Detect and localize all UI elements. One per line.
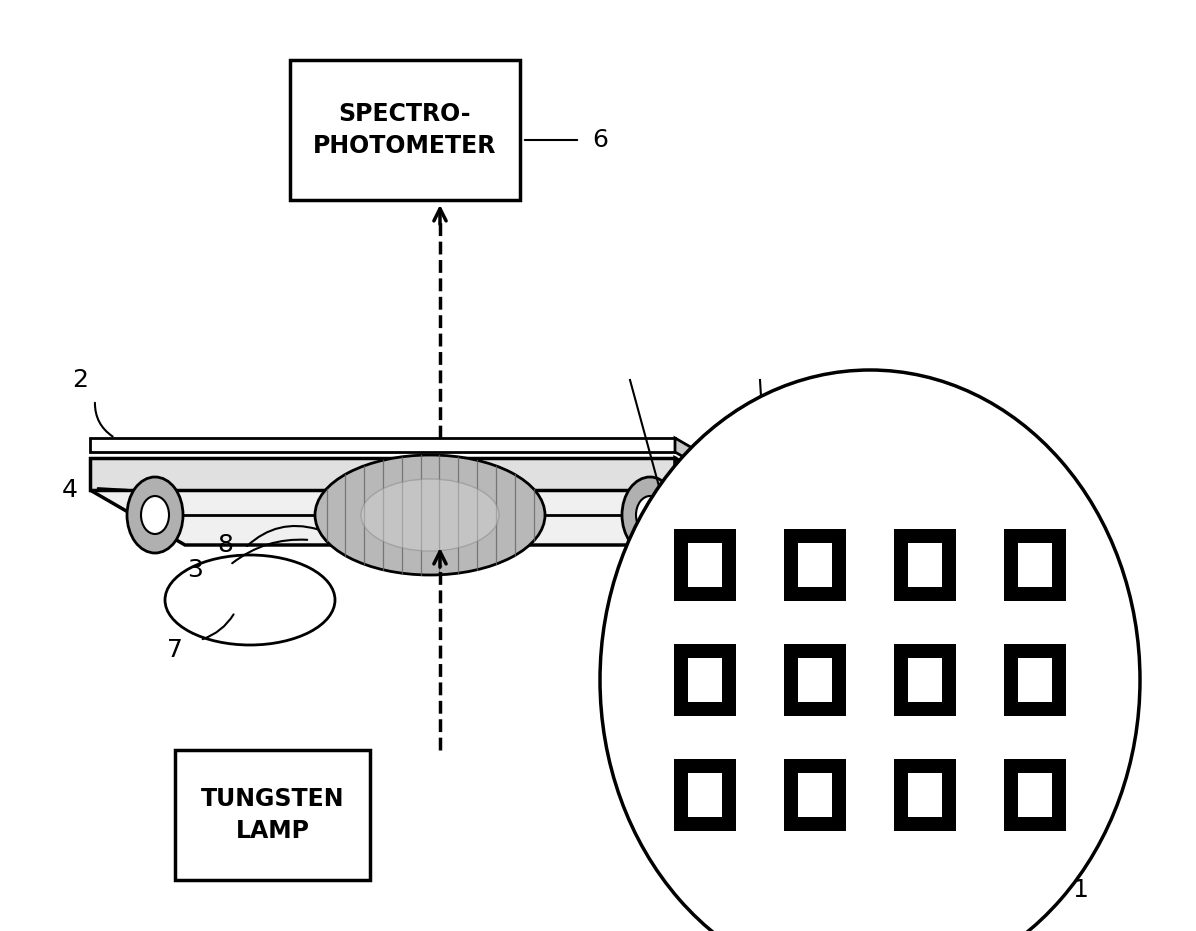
Bar [688, 773, 722, 817]
Bar [893, 529, 956, 601]
Bar [893, 644, 956, 716]
Bar [289, 60, 520, 200]
Bar [785, 644, 846, 716]
Text: 4: 4 [62, 478, 78, 502]
Bar [908, 543, 942, 587]
Polygon shape [675, 438, 770, 507]
Bar [675, 759, 736, 831]
Polygon shape [675, 458, 770, 545]
Bar [1018, 543, 1052, 587]
Bar [798, 773, 832, 817]
Bar [1003, 759, 1066, 831]
Bar [675, 529, 736, 601]
Text: 8: 8 [216, 533, 233, 557]
Ellipse shape [315, 455, 545, 575]
Ellipse shape [622, 477, 678, 553]
Bar [1003, 529, 1066, 601]
Bar [798, 543, 832, 587]
Text: SPECTRO-
PHOTOMETER: SPECTRO- PHOTOMETER [313, 102, 496, 157]
Ellipse shape [165, 555, 335, 645]
Bar [688, 543, 722, 587]
Polygon shape [90, 458, 675, 490]
Ellipse shape [127, 477, 183, 553]
Polygon shape [90, 490, 770, 545]
Text: 1: 1 [1072, 878, 1088, 902]
Text: TUNGSTEN
LAMP: TUNGSTEN LAMP [201, 788, 344, 843]
Ellipse shape [141, 496, 169, 534]
Bar [893, 759, 956, 831]
Text: 2: 2 [72, 368, 89, 392]
Bar [908, 658, 942, 702]
Bar [1018, 773, 1052, 817]
Bar [785, 759, 846, 831]
Bar [1003, 644, 1066, 716]
Bar [785, 529, 846, 601]
Bar [175, 750, 370, 880]
Bar [688, 658, 722, 702]
Ellipse shape [636, 496, 664, 534]
Bar [675, 644, 736, 716]
Text: 5: 5 [732, 408, 748, 432]
Text: 7: 7 [167, 638, 183, 662]
Bar [908, 773, 942, 817]
Polygon shape [90, 438, 675, 452]
Ellipse shape [600, 370, 1140, 931]
Ellipse shape [361, 479, 499, 551]
Bar [798, 658, 832, 702]
Bar [1018, 658, 1052, 702]
Text: 3: 3 [187, 558, 203, 582]
Text: 6: 6 [592, 128, 608, 152]
